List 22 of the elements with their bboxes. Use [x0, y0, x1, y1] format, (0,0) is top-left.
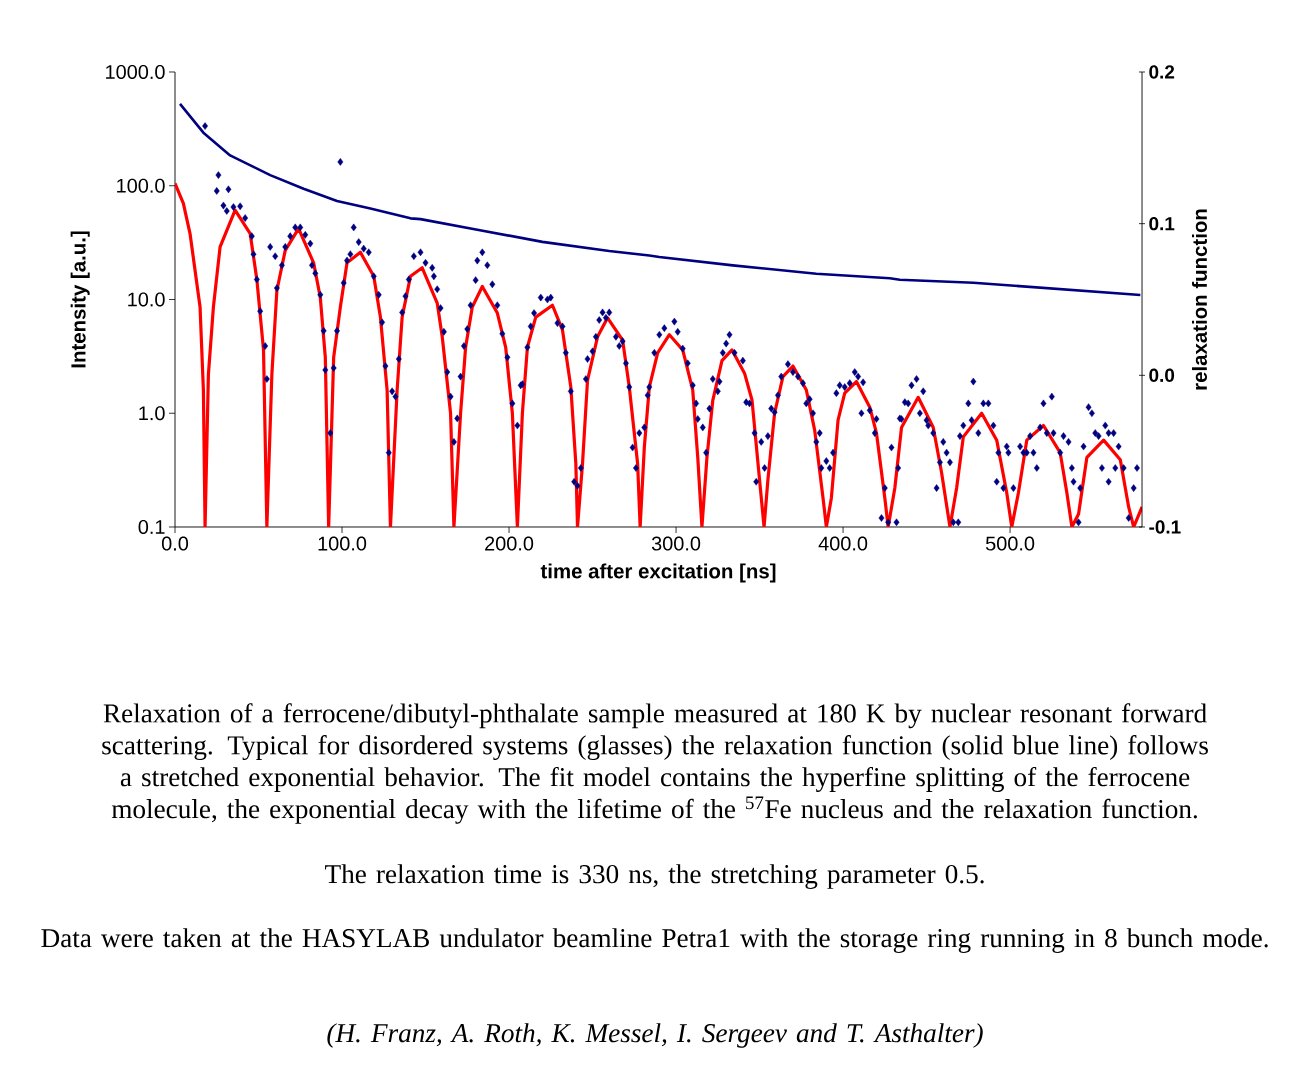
x-tick-label: 200.0 [485, 536, 534, 551]
y-tick-label: 100.0 [117, 178, 165, 193]
y-tick-label: 1.0 [139, 406, 165, 421]
y-tick-label: 10.0 [128, 292, 165, 307]
y2-tick-label: 0.1 [1149, 216, 1175, 231]
y2-tick-label: 0.0 [1149, 368, 1175, 383]
text: Data were taken at the HASYLAB undulator beamline Petra1 with the storage ring running in 8 bunch mode. [41, 928, 1268, 953]
x-tick-label: 400.0 [818, 536, 868, 551]
y-tick-label: 1000.0 [106, 64, 165, 80]
text: The relaxation time is 330 ns, the stretching parameter 0.5. [325, 864, 984, 889]
y-tick-label: 0.1 [138, 519, 165, 535]
text: (H. Franz, A. Roth, K. Messel, I. Sergeev and T. Asthalter) [327, 1023, 983, 1048]
x-axis-title: time after excitation [ns] [540, 563, 776, 583]
y-axis-title: Intensity [a.u.] [70, 231, 90, 368]
y2-tick-label: 0.2 [1149, 65, 1175, 79]
x-tick-label: 100.0 [318, 536, 367, 551]
x-tick-label: 0.0 [161, 536, 189, 551]
y2-tick-label: -0.1 [1149, 520, 1181, 534]
text: Relaxation of a ferrocene/dibutyl-phthalate sample measured at 180 K by nuclear resonant forward scattering. Typical for disordered systems (glasses) the relaxation function (solid blue line) follows a stretched exponential behavior. The fit model contains the hyperfine splitting of the ferrocene molecule, the exponential decay with the lifetime of the $^{57}$Fe nucleus and the relaxation function. [102, 703, 1208, 824]
x-tick-label: 300.0 [651, 536, 701, 551]
y2-axis-title: relaxation function [1192, 209, 1207, 390]
x-tick-label: 500.0 [985, 536, 1035, 551]
